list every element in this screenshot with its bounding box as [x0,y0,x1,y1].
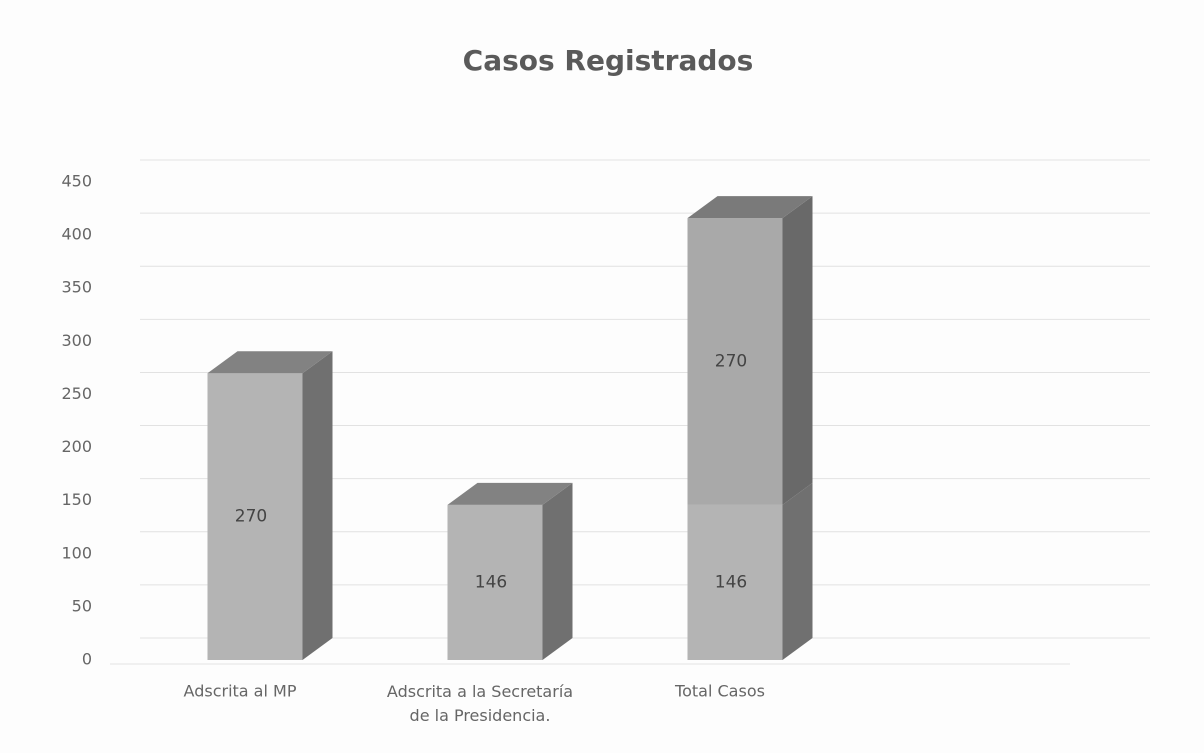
y-tick-label: 100 [61,543,92,562]
y-tick-label: 50 [72,596,92,615]
bar [447,504,543,660]
bar-top [687,196,813,219]
bar-side [542,482,573,660]
bar [687,504,783,660]
bar-top [207,351,333,374]
bar-side [782,482,813,660]
bar [687,218,783,505]
data-label: 270 [235,507,267,527]
y-tick-label: 200 [61,437,92,456]
data-label: 146 [475,572,507,592]
y-tick-label: 250 [61,384,92,403]
y-tick-label: 0 [82,650,92,669]
y-tick-label: 150 [61,490,92,509]
y-tick-label: 300 [61,331,92,350]
y-tick-label: 350 [61,278,92,297]
bar-side [302,351,333,660]
bar-top [447,482,573,505]
data-label: 270 [715,352,747,372]
y-tick-label: 450 [61,172,92,191]
bar-side [782,196,813,505]
x-tick-label: Adscrita al MP [184,682,297,701]
x-tick-label: Total Casos [674,682,765,701]
bar [207,373,303,660]
chart-title: Casos Registrados [463,44,754,77]
data-label: 146 [715,572,747,592]
x-tick-label: Adscrita a la Secretaría de la Presidenci… [387,682,573,725]
y-tick-label: 400 [61,225,92,244]
